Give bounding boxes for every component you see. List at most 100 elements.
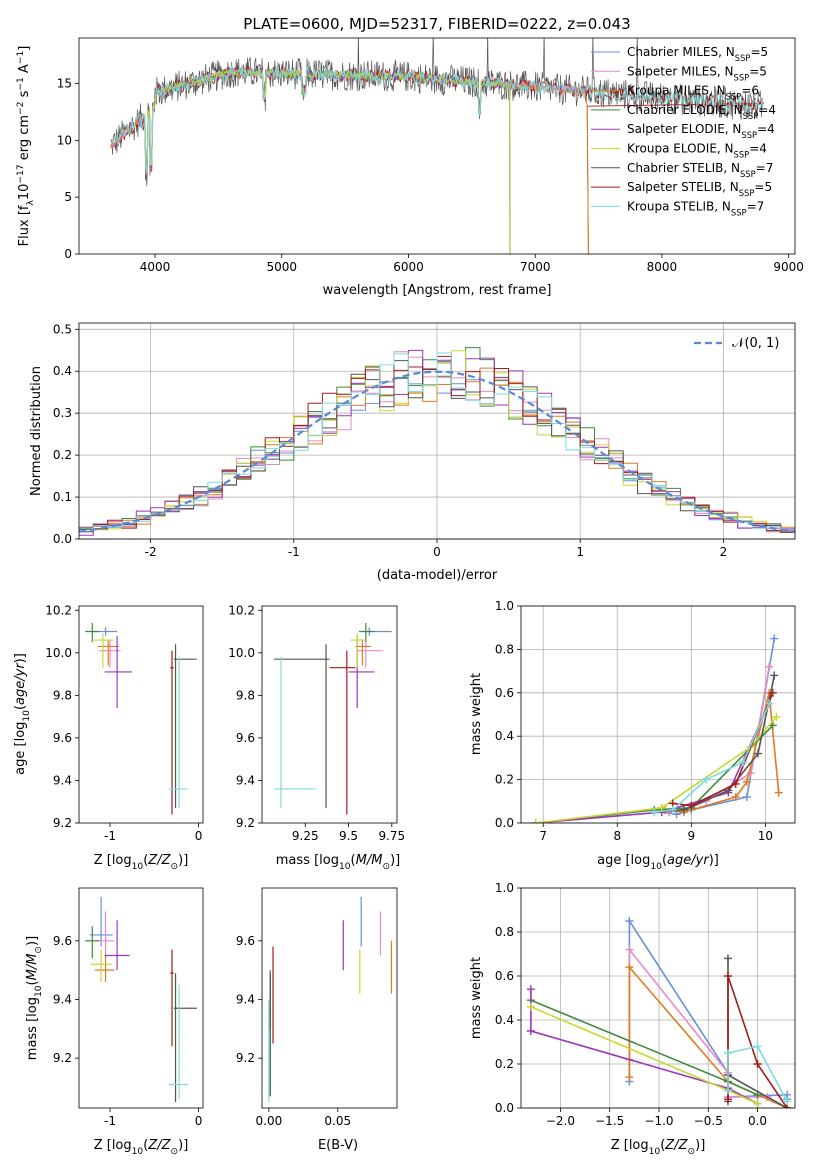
x-tick-label: 0.0: [748, 1114, 767, 1128]
series-marker: [783, 1097, 792, 1106]
x-tick-label: 4000: [140, 260, 171, 274]
series-marker: [526, 985, 535, 994]
x-tick-label: −1.0: [644, 1114, 673, 1128]
x-tick-label: −0.5: [694, 1114, 723, 1128]
figure-title: PLATE=0600, MJD=52317, FIBERID=0222, z=0…: [243, 15, 630, 33]
series-marker: [723, 1049, 732, 1057]
errorbar-point: [104, 920, 130, 971]
series-marker: [526, 1002, 535, 1011]
series-marker: [753, 1060, 762, 1068]
y-tick-label: 0.2: [495, 1057, 514, 1071]
y-tick-label: 9.2: [53, 816, 72, 830]
axes-frame: [78, 887, 204, 1109]
series-marker: [753, 1042, 762, 1051]
plot-area-mass_vs_Z: [85, 896, 197, 1103]
errorbar-point: [85, 623, 100, 643]
series-marker: [765, 662, 774, 671]
x-tick-label: 9000: [773, 260, 804, 274]
legend-label: Salpeter ELODIE, NSSP=4: [627, 122, 775, 140]
legend-label: Chabrier MILES, NSSP=5: [627, 45, 768, 63]
series-marker: [650, 808, 659, 817]
series-marker: [679, 805, 688, 814]
y-axis-label: Normed distribution: [29, 366, 44, 496]
errorbar-point: [85, 926, 100, 959]
y-tick-label: 9.6: [236, 934, 255, 948]
y-tick-label: 0.8: [495, 925, 514, 939]
series-marker: [742, 777, 751, 786]
errorbar-point: [350, 633, 366, 668]
y-tick-label: 0.4: [495, 1013, 514, 1027]
x-tick-label: 9.25: [292, 829, 319, 843]
x-axis-label: wavelength [Angstrom, rest frame]: [323, 283, 552, 298]
y-tick-label: 9.2: [236, 1051, 255, 1065]
x-tick-label: 9.75: [378, 829, 405, 843]
errorbar-point: [170, 650, 174, 815]
x-tick-label: 6000: [393, 260, 424, 274]
x-tick-label: 0.00: [256, 1114, 283, 1128]
errorbar-point: [173, 644, 197, 809]
axes-age_vs_mass: 9.25 9.5 9.75 9.2 9.4 9.6 9.8 10.0 10.2 mass [log…: [228, 603, 405, 872]
series-marker: [731, 779, 740, 788]
series-line: [535, 716, 778, 823]
y-tick-label: 0.3: [53, 406, 72, 420]
x-axis-label: age [log10(age/yr)]: [597, 853, 719, 872]
x-tick-label: 10: [758, 829, 773, 843]
y-tick-label: 9.4: [236, 773, 255, 787]
axes-spectrum: 4000 5000 6000 7000 8000 9000 0 5 10 15 Chabrier M…: [16, 37, 804, 298]
series-marker: [723, 1095, 732, 1104]
y-tick-label: 10.2: [228, 603, 255, 617]
legend-label: Salpeter MILES, NSSP=5: [627, 64, 767, 82]
x-axis-label: Z [log10(Z/Z⊙)]: [94, 853, 189, 872]
y-tick-label: 9.4: [53, 992, 72, 1006]
series-marker: [753, 1099, 762, 1108]
series-line: [535, 703, 770, 823]
axes-frame: [520, 605, 796, 824]
errorbar-point: [357, 640, 384, 668]
y-tick-label: 9.8: [53, 688, 72, 702]
x-tick-label: 7000: [520, 260, 551, 274]
series-marker: [723, 972, 732, 980]
y-axis-label: mass weight: [469, 957, 484, 1039]
plot-area-age_vs_mass: [274, 623, 392, 815]
plot-area-mass_vs_ebv: [268, 896, 393, 1103]
series-marker: [702, 775, 711, 784]
y-tick-label: 0.0: [495, 1101, 514, 1115]
series-marker: [770, 671, 779, 680]
errorbar-point: [274, 644, 330, 809]
legend-label: Salpeter STELIB, NSSP=5: [627, 180, 772, 198]
series-marker: [739, 758, 748, 767]
x-tick-label: 9.5: [339, 829, 358, 843]
series-marker: [526, 1027, 535, 1035]
x-tick-label: 2: [720, 545, 728, 559]
y-tick-label: 9.6: [53, 731, 72, 745]
y-tick-label: 0.1: [53, 490, 72, 504]
series-marker: [625, 917, 634, 925]
spectrum-line: [141, 67, 511, 254]
x-tick-label: -1: [288, 545, 300, 559]
x-tick-label: −1.5: [595, 1114, 624, 1128]
series-marker: [625, 945, 634, 954]
x-tick-label: 1: [576, 545, 584, 559]
errorbar-point: [168, 984, 188, 1100]
series-marker: [774, 788, 783, 797]
x-axis-label: E(B-V): [318, 1138, 358, 1153]
histogram-steps: [79, 352, 795, 531]
x-tick-label: -2: [145, 545, 157, 559]
errorbar-point: [104, 635, 133, 709]
spectrum-line: [110, 65, 764, 173]
axes-mass_weight_vs_age: 7 8 9 10 0.0 0.2 0.4 0.6 0.8 1.0 age [log10(age/yr…: [469, 599, 796, 872]
y-tick-label: 9.2: [53, 1051, 72, 1065]
series-marker: [753, 749, 762, 758]
x-axis-label: (data-model)/error: [377, 568, 498, 583]
series-marker: [687, 801, 696, 810]
legend-label: Kroupa STELIB, NSSP=7: [627, 199, 764, 217]
series-line: [530, 999, 758, 1096]
axes-frame: [78, 37, 796, 255]
series-marker: [731, 792, 740, 801]
series-marker: [668, 805, 677, 814]
y-tick-label: 10: [57, 133, 72, 147]
legend-label: Kroupa ELODIE, NSSP=4: [627, 142, 767, 160]
series-line: [727, 1045, 788, 1102]
